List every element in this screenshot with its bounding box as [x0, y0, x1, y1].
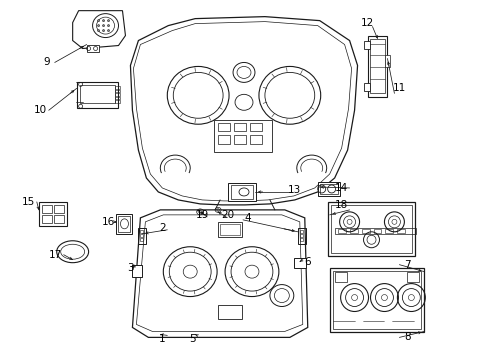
Ellipse shape: [107, 24, 109, 27]
Text: 10: 10: [34, 105, 47, 115]
Polygon shape: [132, 210, 307, 337]
Text: 8: 8: [403, 332, 410, 342]
Text: 6: 6: [304, 257, 310, 267]
Bar: [363, 84, 369, 91]
Bar: [385, 229, 393, 233]
Bar: [116, 214, 132, 234]
Bar: [319, 184, 337, 194]
Ellipse shape: [102, 30, 104, 32]
Bar: [334, 228, 415, 234]
Bar: [115, 93, 120, 96]
Bar: [327, 202, 414, 256]
Ellipse shape: [102, 20, 104, 22]
Bar: [218, 222, 242, 237]
Ellipse shape: [107, 20, 109, 22]
Bar: [41, 215, 52, 223]
Bar: [349, 229, 357, 233]
Bar: [86, 45, 99, 53]
Bar: [227, 183, 255, 201]
Bar: [54, 205, 63, 213]
Bar: [77, 82, 118, 108]
Bar: [41, 205, 52, 213]
Text: 4: 4: [244, 213, 251, 223]
Text: 3: 3: [127, 263, 134, 273]
Bar: [234, 135, 245, 144]
Bar: [115, 90, 120, 92]
Text: 13: 13: [287, 185, 301, 195]
Text: 1: 1: [159, 334, 165, 345]
Bar: [118, 216, 130, 232]
Ellipse shape: [102, 24, 104, 27]
Bar: [138, 228, 146, 244]
Bar: [140, 234, 143, 237]
Bar: [115, 97, 120, 99]
Text: 12: 12: [360, 18, 373, 28]
Bar: [363, 41, 369, 49]
Bar: [249, 123, 262, 131]
Text: 20: 20: [221, 210, 234, 220]
Bar: [115, 100, 120, 103]
Bar: [220, 224, 240, 235]
Text: 11: 11: [392, 84, 405, 93]
Polygon shape: [73, 11, 125, 49]
Text: 14: 14: [334, 183, 347, 193]
Bar: [249, 135, 262, 144]
Bar: [293, 258, 305, 268]
Text: 18: 18: [334, 200, 347, 210]
Text: 7: 7: [403, 260, 410, 270]
Bar: [299, 238, 302, 241]
Bar: [214, 120, 271, 152]
Bar: [337, 229, 345, 233]
Bar: [218, 123, 229, 131]
Text: 19: 19: [195, 210, 208, 220]
Bar: [397, 229, 405, 233]
Bar: [234, 123, 245, 131]
Ellipse shape: [98, 24, 100, 27]
Bar: [54, 215, 63, 223]
Bar: [385, 55, 389, 67]
Ellipse shape: [107, 30, 109, 32]
Text: 15: 15: [22, 197, 36, 207]
Bar: [330, 205, 411, 253]
Bar: [115, 86, 120, 89]
Bar: [373, 229, 381, 233]
Bar: [39, 202, 66, 226]
Bar: [297, 228, 305, 244]
Bar: [317, 182, 339, 196]
Bar: [218, 305, 242, 319]
Bar: [367, 36, 386, 97]
Ellipse shape: [57, 241, 88, 263]
Ellipse shape: [98, 20, 100, 22]
Bar: [80, 85, 115, 103]
Bar: [407, 272, 419, 282]
Bar: [332, 271, 421, 329]
Bar: [132, 265, 142, 276]
Bar: [334, 272, 346, 282]
Ellipse shape: [98, 30, 100, 32]
Bar: [361, 229, 369, 233]
Text: 17: 17: [49, 250, 62, 260]
Text: 16: 16: [102, 217, 115, 227]
Bar: [369, 39, 385, 93]
Polygon shape: [130, 17, 357, 205]
Bar: [218, 135, 229, 144]
Bar: [299, 234, 302, 237]
Bar: [140, 238, 143, 241]
Text: 5: 5: [188, 334, 195, 345]
Bar: [299, 230, 302, 233]
Bar: [329, 268, 424, 332]
Text: 2: 2: [159, 223, 165, 233]
Text: 9: 9: [43, 58, 50, 67]
Bar: [140, 230, 143, 233]
Bar: [230, 185, 252, 199]
